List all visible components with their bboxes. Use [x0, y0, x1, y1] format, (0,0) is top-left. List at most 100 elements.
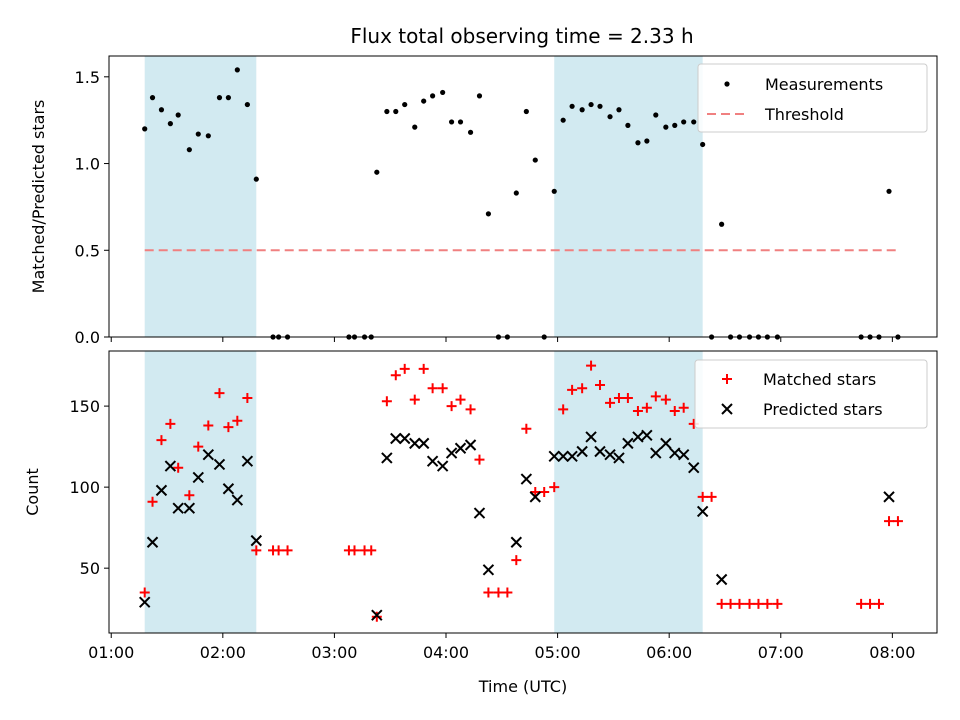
predicted-star-point [426, 455, 439, 467]
matched-star-point [349, 545, 360, 556]
measurement-point [195, 131, 201, 137]
predicted-star-point [883, 491, 895, 503]
legend-measurements-label: Measurements [765, 75, 883, 94]
predicted-star-point [231, 494, 244, 506]
measurement-point [560, 117, 566, 123]
top-y-axis-label: Matched/Predicted stars [29, 100, 48, 294]
measurement-point [244, 101, 250, 108]
matched-star-point [884, 516, 895, 527]
matched-star-point [678, 402, 689, 413]
legend-matched-marker [722, 374, 732, 384]
predicted-star-point [566, 450, 578, 463]
measurement-point [719, 221, 725, 227]
predicted-star-point [222, 483, 235, 495]
measurement-point [234, 67, 240, 73]
measurement-point [532, 157, 538, 163]
y-tick-label: 1.5 [75, 68, 100, 87]
predicted-star-point [677, 449, 690, 461]
predicted-star-point [641, 429, 653, 441]
measurement-point [374, 169, 380, 175]
matched-star-point [203, 420, 214, 431]
measurement-point [579, 107, 585, 113]
predicted-star-point [696, 505, 709, 518]
matched-star-point [706, 491, 717, 502]
matched-star-point [650, 391, 661, 402]
matched-star-point [184, 490, 195, 501]
matched-star-point [173, 462, 184, 473]
matched-star-point [892, 516, 903, 527]
legend-predicted-label: Predicted stars [763, 400, 883, 419]
matched-star-point [641, 402, 652, 413]
matched-star-point [772, 598, 783, 609]
y-tick-label: 0.0 [75, 328, 100, 347]
measurement-point [412, 124, 418, 130]
matched-star-point [549, 482, 560, 493]
bottom-x-axis-ticks: 01:00 02:00 03:00 04:00 05:00 06:00 07:00 08:00 [88, 633, 915, 662]
measurement-point [691, 119, 697, 125]
predicted-star-point [146, 536, 159, 548]
y-tick-label: 1.0 [75, 155, 100, 174]
predicted-star-point [622, 437, 634, 450]
predicted-star-point [454, 442, 467, 454]
matched-star-point [586, 360, 597, 371]
predicted-star-point [139, 596, 151, 608]
matched-star-point [139, 587, 150, 598]
measurement-point [142, 126, 148, 132]
predicted-star-point [660, 437, 672, 450]
measurement-point [513, 190, 519, 196]
top-panel: 0.0 0.5 1.0 1.5 Matched/Predicted stars Mea… [29, 55, 938, 347]
matched-star-point [613, 393, 624, 403]
legend-threshold-label: Threshold [764, 105, 844, 124]
top-y-axis-ticks: 0.0 0.5 1.0 1.5 [75, 68, 109, 347]
bottom-plot-frame [108, 350, 938, 634]
predicted-star-point [192, 471, 204, 484]
predicted-star-point [529, 491, 541, 503]
predicted-star-point [594, 445, 606, 458]
predicted-star-point [445, 447, 458, 459]
matched-star-point [530, 487, 541, 497]
measurement-point [158, 107, 165, 113]
predicted-star-point [183, 502, 196, 514]
measurement-point [384, 108, 390, 115]
x-tick-label: 05:00 [535, 643, 581, 662]
predicted-star-point [202, 449, 215, 461]
legend-box [697, 63, 928, 133]
predicted-star-point [155, 484, 168, 497]
matched-star-point [193, 441, 204, 452]
predicted-star-point [417, 437, 430, 450]
predicted-star-point [576, 445, 588, 458]
matched-star-point [716, 598, 727, 609]
legend-matched-label: Matched stars [763, 370, 876, 389]
y-tick-label: 0.5 [75, 241, 100, 260]
matched-star-point [865, 598, 876, 609]
predicted-star-point [250, 534, 263, 547]
top-shaded-intervals [144, 56, 703, 337]
measurement-point [886, 188, 892, 194]
top-x-axis-ticks [110, 337, 893, 342]
matched-star-point [223, 422, 234, 433]
measurement-point [205, 133, 211, 139]
matched-star-point [539, 487, 550, 497]
measurement-point [393, 108, 399, 115]
measurement-point [644, 138, 650, 144]
measurement-point [448, 119, 455, 125]
predicted-star-point [585, 431, 597, 443]
measurement-point [225, 95, 232, 101]
predicted-star-point [371, 609, 383, 621]
matched-star-point [147, 496, 158, 507]
measurement-point [476, 93, 483, 99]
measurement-point [523, 108, 529, 115]
measurement-point [167, 121, 173, 127]
matched-star-point [660, 394, 671, 405]
measurement-point [681, 119, 687, 125]
legend-box [694, 359, 928, 429]
matched-star-point [632, 405, 643, 416]
predicted-star-point [172, 502, 184, 514]
predicted-star-point [241, 455, 254, 467]
matched-star-point [251, 545, 262, 556]
measurement-point [551, 188, 557, 194]
matched-star-point [594, 380, 605, 391]
predicted-star-point [390, 432, 402, 445]
matched-star-point [214, 388, 225, 399]
measurement-point [663, 124, 669, 130]
